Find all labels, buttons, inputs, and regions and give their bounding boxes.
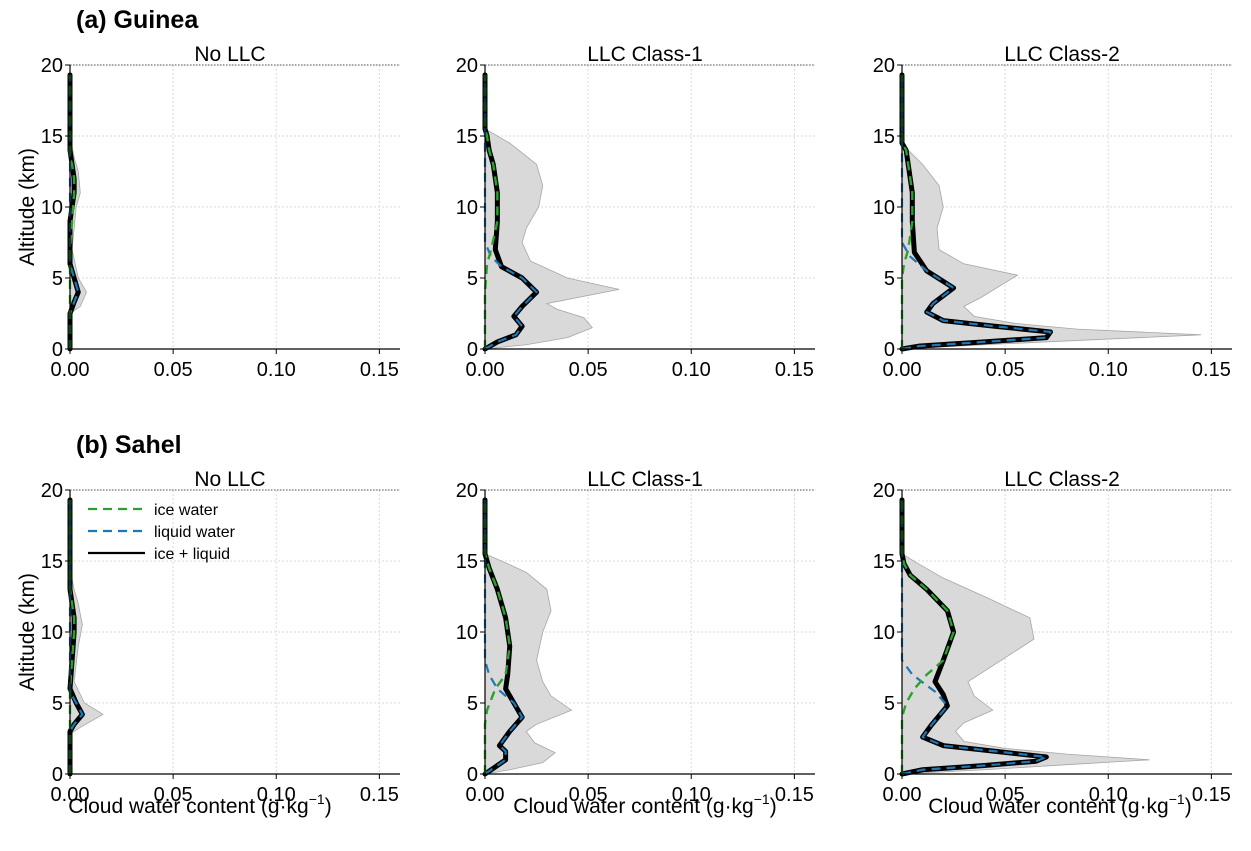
panel-a3: 0.00 0.05 0.10 0.15 0 5 10 15 20 LLC Class-2 <box>873 43 1232 381</box>
series-line-liquid-water <box>900 499 1048 776</box>
x-axis-labels: Cloud water content (g·kg−1) Cloud water… <box>68 791 1191 818</box>
x-tick-label: 0.00 <box>883 784 922 806</box>
spread-envelope <box>484 74 620 350</box>
y-tick-label: 15 <box>41 126 63 148</box>
panel-b2: 0.00 0.05 0.10 0.15 0 5 10 15 20 LLC Class-1 <box>456 468 815 806</box>
panel-b1: 0.00 0.05 0.10 0.15 0 5 10 15 20 No LLC ice water l… <box>41 468 400 806</box>
y-tick-label: 0 <box>884 764 895 786</box>
row-title-sahel: (b) Sahel <box>76 431 182 459</box>
x-tick-label: 0.00 <box>51 784 90 806</box>
y-tick-label: 0 <box>467 339 478 361</box>
x-tick-label: 0.00 <box>466 359 505 381</box>
panel-title: LLC Class-1 <box>587 468 703 491</box>
x-tick-label: 0.05 <box>569 359 608 381</box>
series-line-ice-water <box>900 74 914 349</box>
y-tick-label: 20 <box>873 55 895 77</box>
y-axis-label-row-a: Altitude (km) <box>16 148 39 266</box>
y-tick-label: 0 <box>52 764 63 786</box>
y-tick-label: 10 <box>873 622 895 644</box>
y-tick-label: 10 <box>41 197 63 219</box>
y-tick-label: 5 <box>467 268 478 290</box>
y-tick-label: 20 <box>456 55 478 77</box>
y-tick-label: 15 <box>41 551 63 573</box>
row-titles: (a) Guinea (b) Sahel <box>76 6 199 459</box>
x-tick-label: 0.10 <box>257 359 296 381</box>
legend: ice water liquid water ice + liquid <box>88 502 236 563</box>
spread-envelope <box>484 499 573 775</box>
y-tick-label: 10 <box>456 622 478 644</box>
y-tick-label: 15 <box>456 551 478 573</box>
legend-label: ice water <box>154 502 219 519</box>
legend-label: liquid water <box>154 524 236 541</box>
series-line-ice-plus-liquid <box>67 497 85 777</box>
series-line-liquid-water <box>483 499 524 775</box>
y-tick-label: 20 <box>41 55 63 77</box>
y-tick-label: 20 <box>873 480 895 502</box>
panel-a2: 0.00 0.05 0.10 0.15 0 5 10 15 20 LLC Class-1 <box>456 43 815 381</box>
legend-label: ice + liquid <box>154 546 230 563</box>
y-tick-label: 0 <box>52 339 63 361</box>
x-tick-label: 0.10 <box>257 784 296 806</box>
x-tick-label: 0.05 <box>154 784 193 806</box>
panel-title: LLC Class-1 <box>587 43 703 66</box>
y-tick-label: 15 <box>873 551 895 573</box>
y-tick-label: 10 <box>456 197 478 219</box>
x-tick-label: 0.05 <box>154 359 193 381</box>
x-tick-label: 0.05 <box>986 784 1025 806</box>
y-tick-label: 10 <box>41 622 63 644</box>
series-line-liquid-water <box>900 74 1052 351</box>
panel-title: LLC Class-2 <box>1004 468 1120 491</box>
panel-b3: 0.00 0.05 0.10 0.15 0 5 10 15 20 LLC Class-2 <box>873 468 1232 806</box>
x-tick-label: 0.15 <box>1192 784 1231 806</box>
x-tick-label: 0.05 <box>569 784 608 806</box>
x-tick-label: 0.15 <box>775 784 814 806</box>
x-tick-label: 0.15 <box>1192 359 1231 381</box>
y-axis-label-row-b: Altitude (km) <box>16 573 39 691</box>
panel-title: LLC Class-2 <box>1004 43 1120 66</box>
y-tick-label: 10 <box>873 197 895 219</box>
panel-title: No LLC <box>194 43 265 66</box>
y-tick-label: 5 <box>52 268 63 290</box>
x-tick-label: 0.15 <box>360 359 399 381</box>
panel-title: No LLC <box>194 468 265 491</box>
y-tick-label: 20 <box>41 480 63 502</box>
x-axis-label-col-1: Cloud water content (g·kg−1) <box>68 791 331 818</box>
x-tick-label: 0.10 <box>1089 784 1128 806</box>
spread-envelope <box>901 499 1150 775</box>
row-title-guinea: (a) Guinea <box>76 6 199 34</box>
x-tick-label: 0.00 <box>51 359 90 381</box>
x-tick-label: 0.10 <box>672 359 711 381</box>
x-tick-label: 0.15 <box>775 359 814 381</box>
spread-envelope <box>901 74 1202 350</box>
x-axis-label-col-3: Cloud water content (g·kg−1) <box>928 791 1191 818</box>
x-axis-label-col-2: Cloud water content (g·kg−1) <box>513 791 776 818</box>
y-tick-label: 5 <box>467 693 478 715</box>
y-tick-label: 5 <box>884 693 895 715</box>
y-tick-label: 5 <box>884 268 895 290</box>
x-tick-label: 0.10 <box>1089 359 1128 381</box>
y-tick-label: 5 <box>52 693 63 715</box>
x-tick-label: 0.05 <box>986 359 1025 381</box>
y-tick-label: 0 <box>884 339 895 361</box>
y-tick-label: 15 <box>456 126 478 148</box>
y-axis-labels: Altitude (km) Altitude (km) <box>16 148 39 691</box>
series-line-ice-water <box>900 499 955 774</box>
y-tick-label: 0 <box>467 764 478 786</box>
x-tick-label: 0.00 <box>883 359 922 381</box>
x-tick-label: 0.10 <box>672 784 711 806</box>
y-tick-label: 15 <box>873 126 895 148</box>
y-tick-label: 20 <box>456 480 478 502</box>
x-tick-label: 0.00 <box>466 784 505 806</box>
x-tick-label: 0.15 <box>360 784 399 806</box>
panel-a1: 0.00 0.05 0.10 0.15 0 5 10 15 20 No LLC <box>41 43 400 381</box>
series-line-ice-plus-liquid <box>482 72 540 352</box>
series-line-ice-water <box>483 74 499 349</box>
